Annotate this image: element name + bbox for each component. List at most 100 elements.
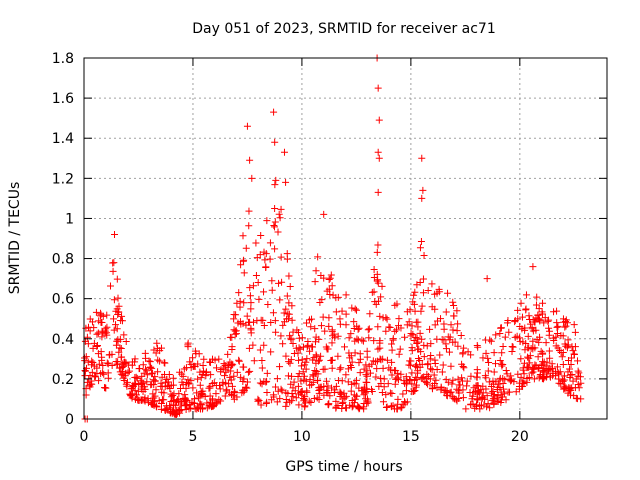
data-point: [245, 222, 253, 230]
x-tick-label: 5: [188, 429, 197, 445]
data-point: [402, 373, 410, 381]
data-point: [569, 347, 577, 355]
data-point: [395, 350, 403, 358]
data-point: [246, 367, 254, 375]
data-point: [240, 388, 248, 396]
data-point: [550, 308, 558, 316]
data-point: [418, 360, 426, 368]
data-point: [360, 365, 368, 373]
data-point: [295, 370, 303, 378]
data-point: [302, 377, 310, 385]
data-point: [382, 327, 390, 335]
data-point: [522, 305, 530, 313]
data-point: [102, 325, 110, 333]
data-point: [287, 380, 295, 388]
data-point: [280, 318, 288, 326]
data-point: [270, 222, 278, 230]
data-point: [292, 344, 300, 352]
data-point: [303, 388, 311, 396]
data-point: [359, 337, 367, 345]
data-point: [405, 361, 413, 369]
data-point: [207, 371, 215, 379]
data-point: [239, 257, 247, 265]
data-point: [260, 321, 268, 329]
data-point: [514, 370, 522, 378]
data-point: [391, 380, 399, 388]
data-point: [256, 346, 264, 354]
data-point: [149, 376, 157, 384]
data-point: [336, 315, 344, 323]
data-point: [498, 360, 506, 368]
data-point: [511, 316, 519, 324]
data-point: [113, 275, 121, 283]
axis-ticks: 0 0.2 0.4 0.6 0.8 1 1.2 1.4 1.6 1.8 0 5 10 15 20: [52, 51, 607, 445]
data-point: [247, 299, 255, 307]
data-point: [375, 154, 383, 162]
data-point: [419, 186, 427, 194]
x-axis-label: GPS time / hours: [285, 459, 402, 475]
data-point: [369, 357, 377, 365]
data-point: [293, 326, 301, 334]
data-point: [174, 397, 182, 405]
data-point: [277, 205, 285, 213]
data-point: [135, 396, 143, 404]
data-point: [360, 399, 368, 407]
data-point: [230, 372, 238, 380]
data-point: [329, 291, 337, 299]
data-point: [412, 373, 420, 381]
data-point: [419, 275, 427, 283]
data-point: [276, 395, 284, 403]
data-point: [383, 356, 391, 364]
data-point: [473, 373, 481, 381]
data-point: [252, 239, 260, 247]
data-point: [363, 387, 371, 395]
data-point: [416, 357, 424, 365]
data-point: [358, 336, 366, 344]
data-point: [148, 380, 156, 388]
data-point: [447, 321, 455, 329]
y-tick-label: 1.6: [52, 91, 74, 107]
data-point: [542, 339, 550, 347]
data-point: [431, 359, 439, 367]
data-point: [561, 384, 569, 392]
data-point: [337, 389, 345, 397]
data-point: [153, 344, 161, 352]
data-point: [553, 363, 561, 371]
data-point: [323, 377, 331, 385]
data-point: [538, 308, 546, 316]
data-point: [426, 355, 434, 363]
data-point: [301, 403, 309, 411]
data-point: [197, 390, 205, 398]
data-point: [285, 310, 293, 318]
data-point: [536, 317, 544, 325]
data-point: [148, 400, 156, 408]
data-point: [458, 360, 466, 368]
data-point: [271, 317, 279, 325]
data-point: [144, 395, 152, 403]
data-point: [482, 385, 490, 393]
data-point: [236, 303, 244, 311]
data-point: [374, 148, 382, 156]
data-point: [112, 321, 120, 329]
data-point: [115, 308, 123, 316]
data-point: [467, 372, 475, 380]
data-point: [362, 371, 370, 379]
data-point: [374, 345, 382, 353]
data-point: [279, 340, 287, 348]
data-point: [564, 389, 572, 397]
data-point: [403, 379, 411, 387]
data-point: [86, 315, 94, 323]
data-point: [448, 380, 456, 388]
data-point: [560, 376, 568, 384]
data-point: [240, 299, 248, 307]
data-point: [419, 289, 427, 297]
data-point: [526, 359, 534, 367]
data-point: [414, 338, 422, 346]
data-point: [243, 312, 251, 320]
data-point: [226, 358, 234, 366]
data-point: [247, 329, 255, 337]
data-point: [345, 334, 353, 342]
y-tick-label: 1.8: [52, 51, 74, 67]
data-point: [395, 315, 403, 323]
